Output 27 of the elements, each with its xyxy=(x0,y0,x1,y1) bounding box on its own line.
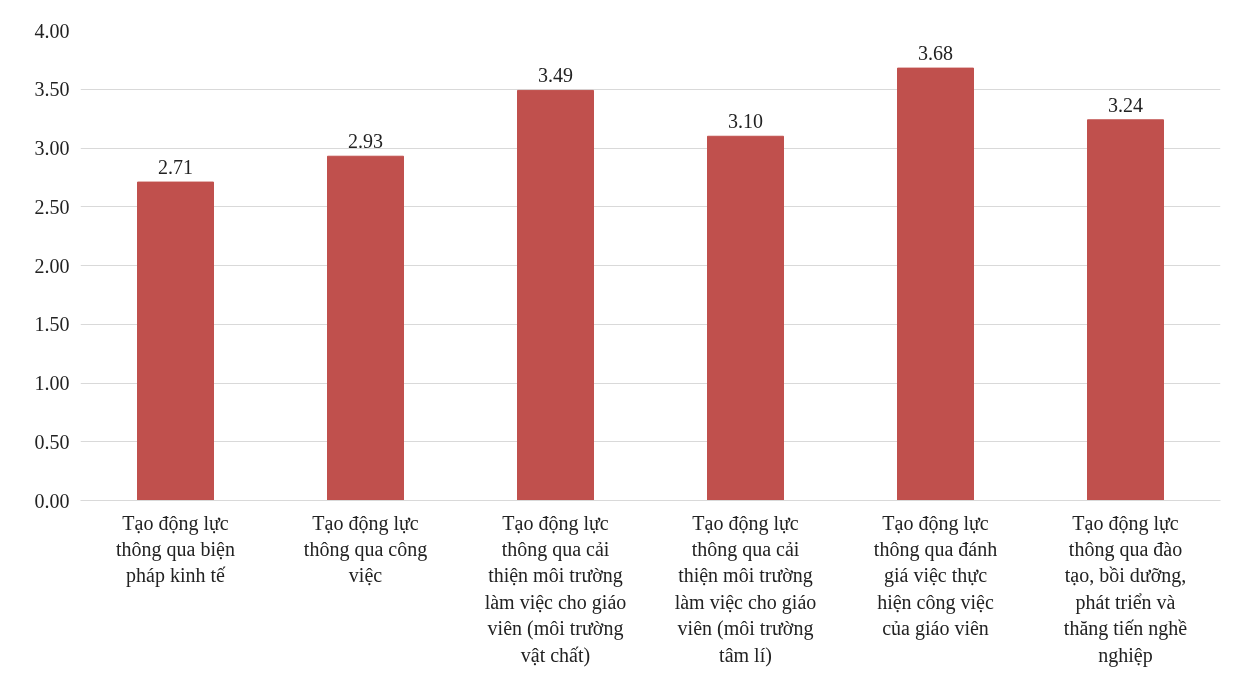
data-label: 3.10 xyxy=(728,110,763,133)
y-tick-label: 2.50 xyxy=(34,195,70,218)
x-tick-label: Tạo động lực thông qua biện pháp kinh tế xyxy=(116,511,235,588)
data-label: 2.93 xyxy=(348,130,383,153)
x-tick-label: Tạo động lực thông qua cải thiện môi trường làm việc cho giáo viên (môi trường vật chất) xyxy=(484,511,627,667)
y-tick-label: 1.00 xyxy=(34,372,70,394)
bar xyxy=(327,155,404,501)
y-tick-label: 4.00 xyxy=(34,19,70,42)
x-tick-label: Tạo động lực thông qua đào tạo, bồi dưỡng, phát triển và thăng tiến nghề nghiệp xyxy=(1063,511,1188,667)
x-tick-label: Tạo động lực thông qua đánh giá việc thực hiện công việc của giáo viên xyxy=(873,511,998,641)
bar xyxy=(137,181,214,501)
y-tick-label: 1.50 xyxy=(34,313,70,336)
data-label: 3.68 xyxy=(918,42,953,65)
y-tick-label: 0.50 xyxy=(34,430,70,453)
y-tick-label: 3.00 xyxy=(34,137,70,159)
bar xyxy=(707,135,784,501)
data-label: 2.71 xyxy=(158,156,193,179)
data-label: 3.49 xyxy=(538,64,573,87)
bar xyxy=(1087,119,1164,501)
data-label: 3.24 xyxy=(1108,93,1143,116)
y-tick-label: 0.00 xyxy=(34,489,70,512)
x-tick-label: Tạo động lực thông qua công việc xyxy=(303,511,428,587)
x-tick-label: Tạo động lực thông qua cải thiện môi trường làm việc cho giáo viên (môi trường tâm lí) xyxy=(674,511,817,667)
bar xyxy=(897,67,974,501)
bar xyxy=(517,89,594,501)
y-tick-label: 3.50 xyxy=(34,78,70,101)
y-tick-label: 2.00 xyxy=(34,254,70,277)
